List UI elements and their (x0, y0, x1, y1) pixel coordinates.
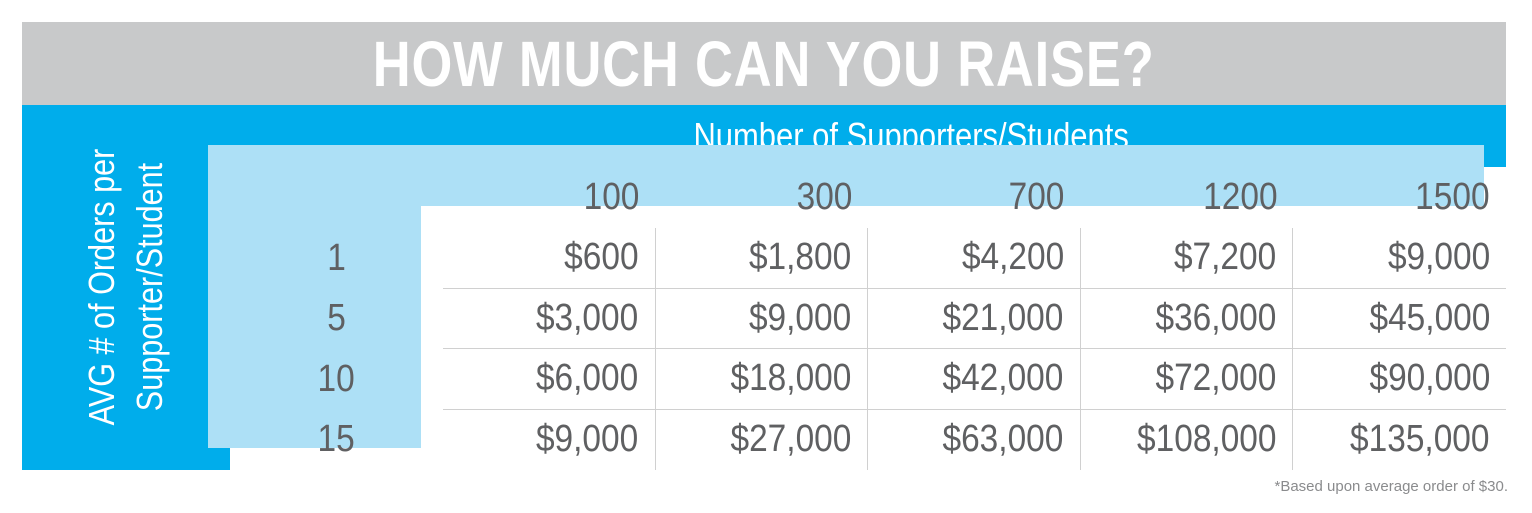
column-header-100: 100 (583, 176, 640, 218)
row-header-10: 10 (317, 357, 356, 400)
table-cell: $6,000 (443, 349, 656, 410)
table-cell: $90,000 (1293, 349, 1506, 410)
table-cell: $9,000 (655, 288, 869, 349)
table-cell: $135,000 (1350, 418, 1490, 461)
table-cell: $9,000 (443, 409, 656, 470)
row-axis-label-line-1: AVG # of Orders per (81, 148, 122, 426)
table-cell: $63,000 (868, 409, 1081, 470)
table-cell: $7,200 (1080, 228, 1294, 289)
table-cell: $36,000 (1080, 288, 1294, 349)
table-cell: $45,000 (1293, 289, 1506, 349)
table-cell: $4,200 (868, 228, 1081, 289)
table-cell: $21,000 (868, 288, 1081, 349)
table-cell: $3,000 (443, 288, 656, 349)
table-cell: $42,000 (868, 349, 1081, 410)
row-header-15: 15 (317, 418, 356, 461)
row-header-1: 1 (327, 236, 346, 279)
table-cell: $72,000 (1080, 349, 1294, 410)
table-cell: $27,000 (656, 409, 869, 470)
value-grid (421, 206, 1484, 448)
row-axis-label-line-2: Supporter/Student (129, 162, 170, 412)
column-header-700: 700 (1008, 176, 1065, 218)
column-header-300: 300 (796, 176, 853, 218)
table-cell: $18,000 (655, 349, 869, 410)
row-axis-label-panel: AVG # of Orders per Supporter/Student (22, 105, 230, 470)
title-bar: HOW MUCH CAN YOU RAISE? (22, 22, 1506, 105)
table-cell: $9,000 (1293, 228, 1506, 289)
page-title: HOW MUCH CAN YOU RAISE? (373, 27, 1155, 100)
table-cell: $1,800 (655, 228, 869, 289)
row-header-5: 5 (327, 297, 346, 340)
table-cell: $600 (443, 228, 656, 289)
footnote: *Based upon average order of $30. (1274, 478, 1508, 495)
column-header-1500: 1500 (1415, 176, 1490, 218)
row-axis-label: AVG # of Orders per Supporter/Student (78, 107, 174, 467)
column-header-1200: 1200 (1202, 176, 1278, 218)
table-cell: $108,000 (1081, 409, 1294, 470)
